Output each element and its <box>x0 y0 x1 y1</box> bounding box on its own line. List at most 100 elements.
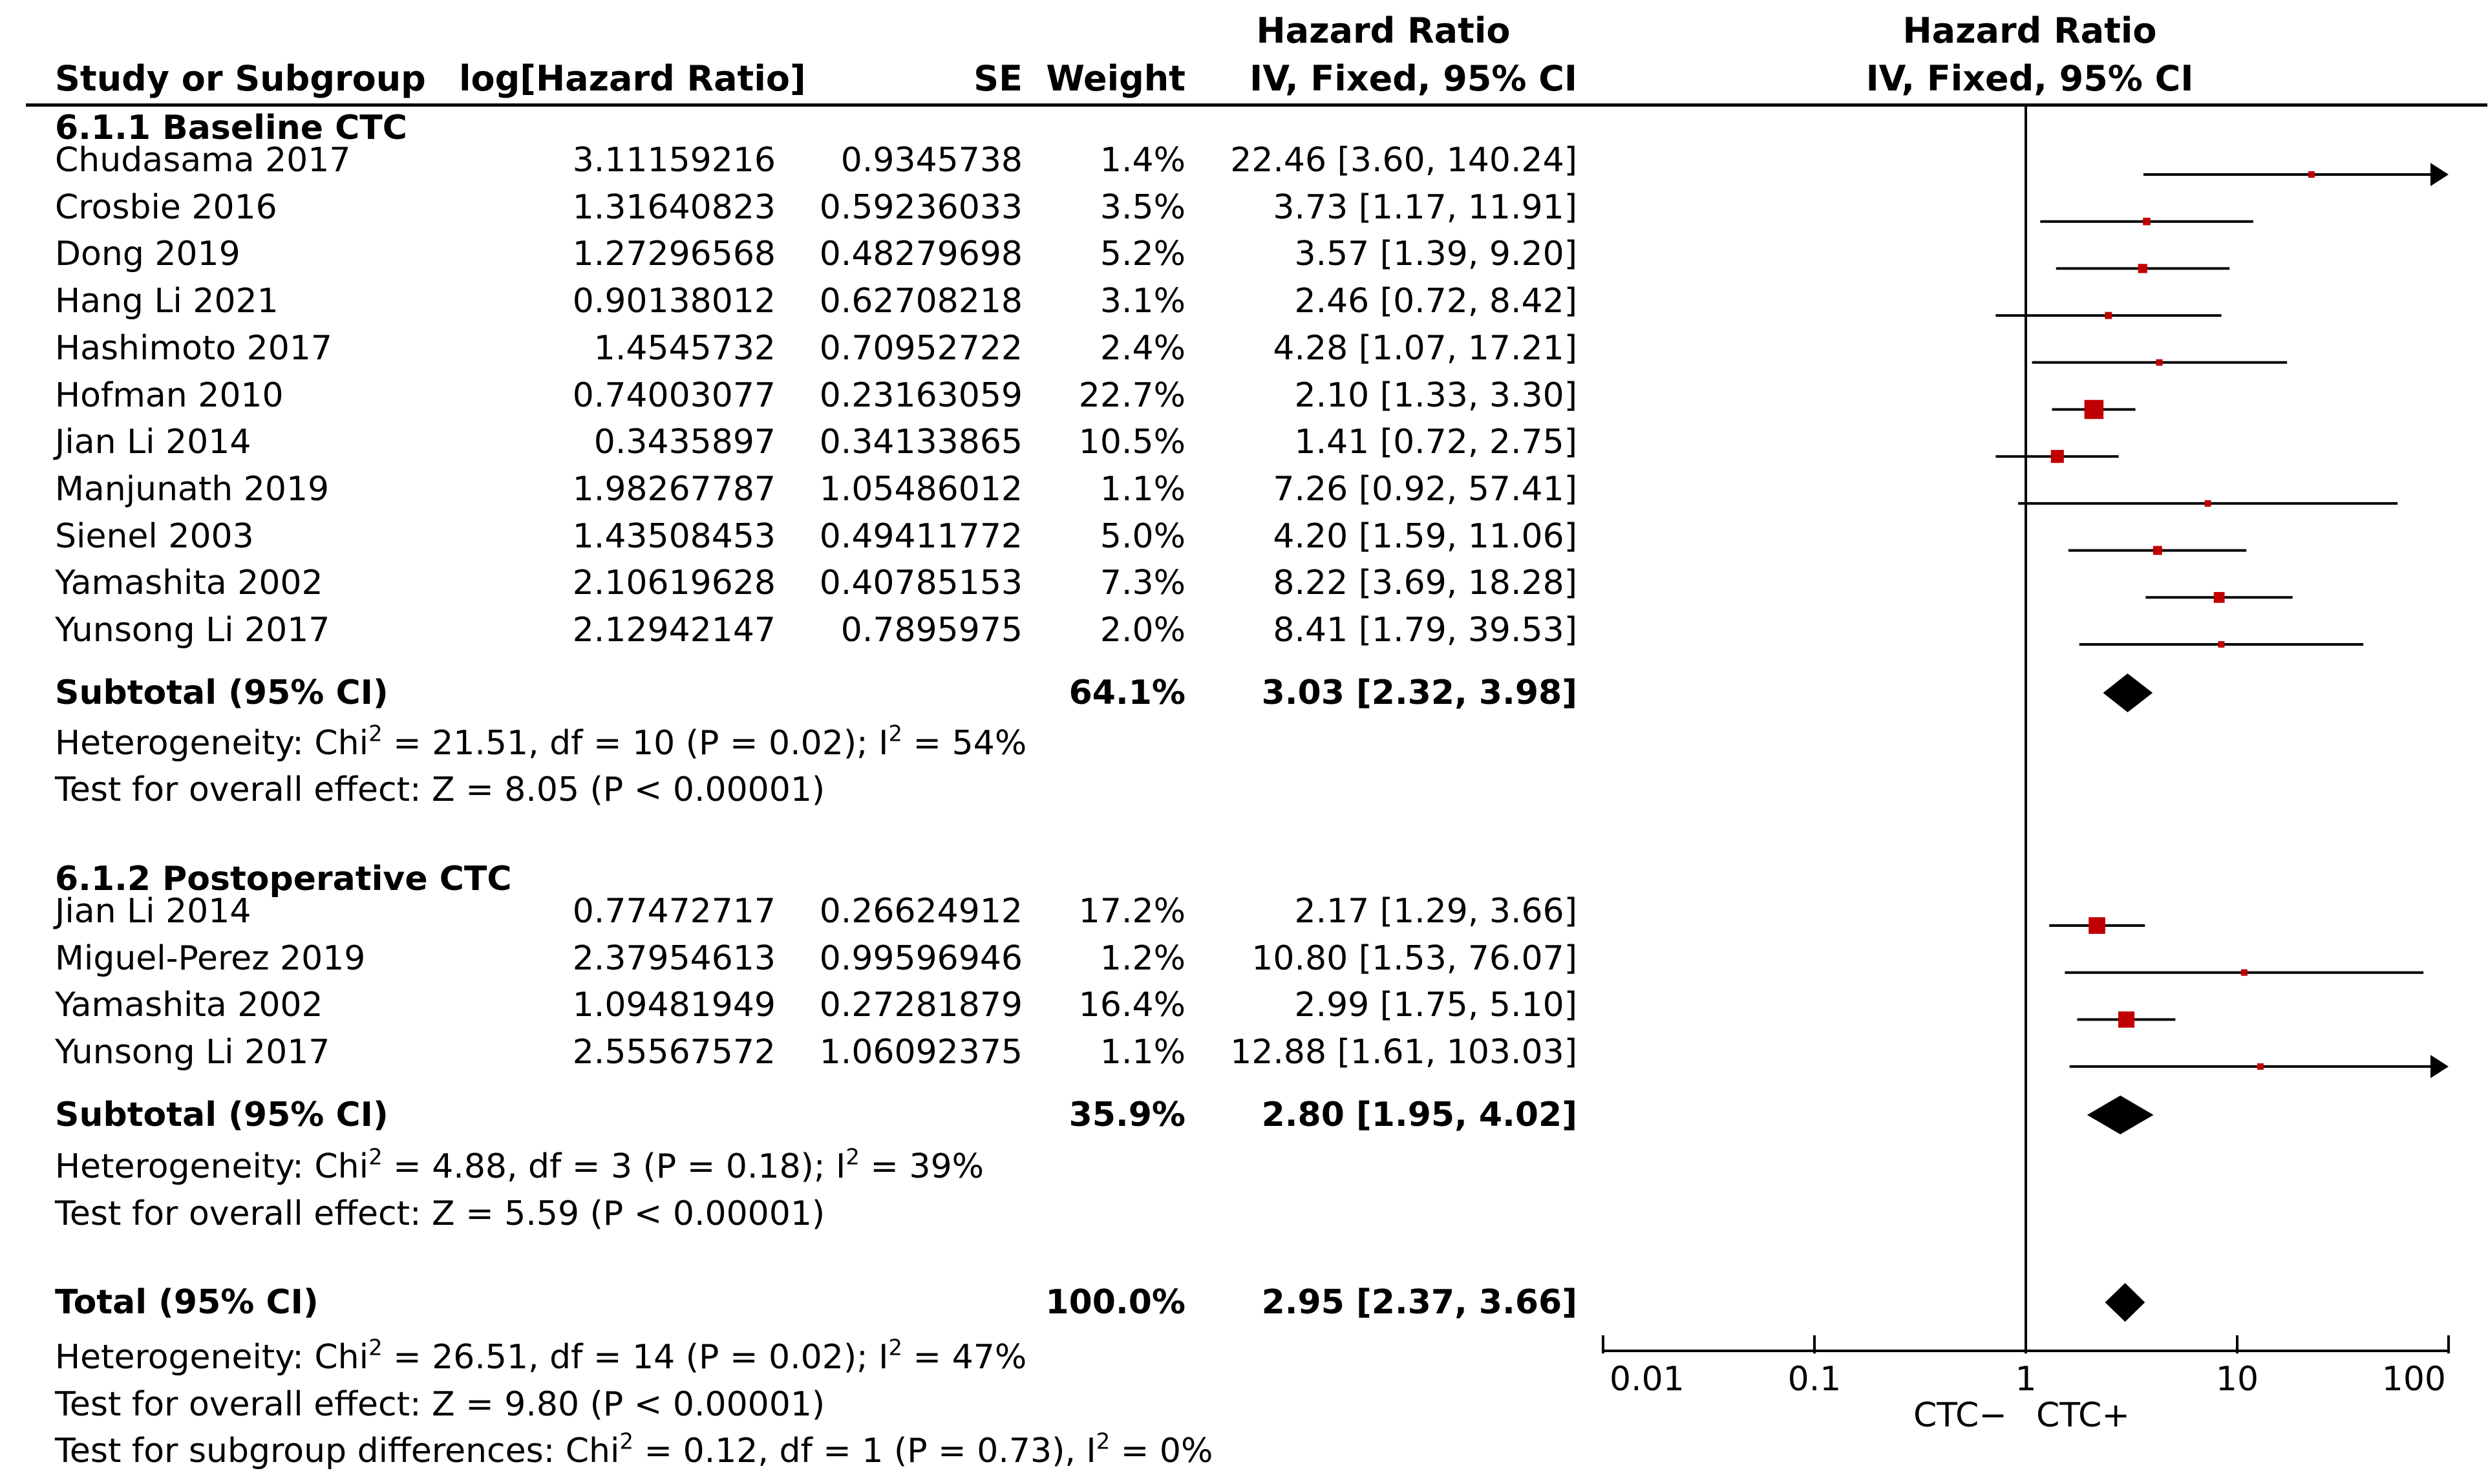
study-marker <box>2138 264 2147 273</box>
study-weight: 1.1% <box>1100 470 1186 509</box>
study-se: 0.26624912 <box>819 892 1023 931</box>
study-se: 0.49411772 <box>819 517 1023 556</box>
study-name: Yamashita 2002 <box>55 564 323 602</box>
study-weight: 5.2% <box>1100 235 1186 273</box>
study-marker <box>2213 591 2225 603</box>
total-ci: 2.95 [2.37, 3.66] <box>1261 1283 1577 1322</box>
heterogeneity-baseline: Heterogeneity: Chi2 = 21.51, df = 10 (P … <box>55 721 1027 763</box>
study-ci: 10.80 [1.53, 76.07] <box>1251 939 1577 978</box>
study-marker <box>2153 546 2162 555</box>
study-loghr: 2.12942147 <box>572 611 776 650</box>
study-loghr: 2.10619628 <box>572 564 776 602</box>
study-se: 0.40785153 <box>819 564 1023 602</box>
study-name: Jian Li 2014 <box>55 423 251 461</box>
study-weight: 5.0% <box>1100 517 1186 556</box>
study-ci: 2.99 [1.75, 5.10] <box>1294 986 1577 1024</box>
heterogeneity-postoperative: Heterogeneity: Chi2 = 4.88, df = 3 (P = … <box>55 1144 984 1186</box>
study-weight: 3.1% <box>1100 282 1186 321</box>
study-marker <box>2218 641 2225 648</box>
overall-effect-postoperative: Test for overall effect: Z = 5.59 (P < 0… <box>55 1194 825 1233</box>
summary-diamond <box>2103 673 2153 712</box>
study-ci: 2.46 [0.72, 8.42] <box>1294 282 1577 321</box>
study-weight: 3.5% <box>1100 188 1186 227</box>
study-name: Sienel 2003 <box>55 517 254 556</box>
study-weight: 1.1% <box>1100 1033 1186 1072</box>
se-header: SE <box>973 58 1023 99</box>
heterogeneity-total: Heterogeneity: Chi2 = 26.51, df = 14 (P … <box>55 1335 1027 1377</box>
study-weight: 1.2% <box>1100 939 1186 978</box>
study-se: 0.59236033 <box>819 188 1023 227</box>
study-ci: 3.73 [1.17, 11.91] <box>1273 188 1577 227</box>
overall-effect-total: Test for overall effect: Z = 9.80 (P < 0… <box>55 1385 825 1424</box>
study-weight: 22.7% <box>1078 376 1186 415</box>
study-loghr: 1.4545732 <box>593 329 776 368</box>
study-loghr: 0.3435897 <box>593 423 776 461</box>
subtotal-weight-baseline: 64.1% <box>1069 673 1186 712</box>
study-se: 1.05486012 <box>819 470 1023 509</box>
study-loghr: 2.37954613 <box>572 939 776 978</box>
study-marker <box>2143 217 2151 226</box>
study-marker <box>2084 399 2104 419</box>
favours-left-label: CTC− <box>1913 1396 2007 1435</box>
study-ci: 7.26 [0.92, 57.41] <box>1273 470 1577 509</box>
summary-diamond <box>2087 1096 2154 1134</box>
study-name: Crosbie 2016 <box>55 188 277 227</box>
ci-arrow-right <box>2430 163 2449 186</box>
plot-x-axis <box>1602 1335 2450 1353</box>
study-se: 0.7895975 <box>840 611 1023 650</box>
subtotal-label-postoperative: Subtotal (95% CI) <box>55 1096 388 1134</box>
overall-effect-baseline: Test for overall effect: Z = 8.05 (P < 0… <box>55 770 825 809</box>
study-marker <box>2308 171 2315 178</box>
study-ci: 1.41 [0.72, 2.75] <box>1294 423 1577 461</box>
study-se: 0.34133865 <box>819 423 1023 461</box>
study-ci: 2.17 [1.29, 3.66] <box>1294 892 1577 931</box>
header-rule <box>26 103 2487 107</box>
study-marker <box>2118 1011 2135 1028</box>
study-ci: 22.46 [3.60, 140.24] <box>1230 141 1577 180</box>
study-name: Chudasama 2017 <box>55 141 351 180</box>
study-loghr: 2.55567572 <box>572 1033 776 1072</box>
study-name: Yamashita 2002 <box>55 986 323 1024</box>
hr-header-line1: Hazard Ratio <box>1256 10 1511 51</box>
study-loghr: 0.77472717 <box>572 892 776 931</box>
study-weight: 1.4% <box>1100 141 1186 180</box>
subtotal-label-baseline: Subtotal (95% CI) <box>55 673 388 712</box>
study-name: Yunsong Li 2017 <box>55 1033 330 1072</box>
study-ci: 8.41 [1.79, 39.53] <box>1273 611 1577 650</box>
subtotal-weight-postoperative: 35.9% <box>1069 1096 1186 1134</box>
study-ci: 12.88 [1.61, 103.03] <box>1230 1033 1577 1072</box>
study-weight: 2.4% <box>1100 329 1186 368</box>
x-tick-label: 0.1 <box>1787 1360 1842 1399</box>
study-marker <box>2156 359 2163 366</box>
study-se: 0.48279698 <box>819 235 1023 273</box>
study-loghr: 3.11159216 <box>572 141 776 180</box>
study-marker <box>2204 500 2211 507</box>
study-ci: 3.57 [1.39, 9.20] <box>1294 235 1577 273</box>
plot-markers <box>2050 171 2315 1322</box>
study-se: 0.62708218 <box>819 282 1023 321</box>
study-ci: 4.20 [1.59, 11.06] <box>1273 517 1577 556</box>
study-marker <box>2257 1063 2264 1070</box>
study-marker <box>2105 312 2112 319</box>
study-marker <box>2050 450 2064 463</box>
study-se: 0.27281879 <box>819 986 1023 1024</box>
study-weight: 10.5% <box>1078 423 1186 461</box>
study-se: 0.9345738 <box>840 141 1023 180</box>
ci-arrow-right <box>2430 1055 2449 1079</box>
study-weight: 16.4% <box>1078 986 1186 1024</box>
study-se: 0.99596946 <box>819 939 1023 978</box>
study-name: Yunsong Li 2017 <box>55 611 330 650</box>
study-name: Miguel-Perez 2019 <box>55 939 366 978</box>
favours-right-label: CTC+ <box>2036 1396 2130 1435</box>
subgroup-differences: Test for subgroup differences: Chi2 = 0.… <box>55 1428 1213 1470</box>
study-name: Hashimoto 2017 <box>55 329 332 368</box>
subtotal-ci-postoperative: 2.80 [1.95, 4.02] <box>1261 1096 1577 1134</box>
study-name: Jian Li 2014 <box>55 892 251 931</box>
study-marker <box>2240 969 2248 976</box>
x-tick-label: 100 <box>2381 1360 2446 1399</box>
study-header: Study or Subgroup <box>55 58 426 99</box>
study-ci: 8.22 [3.69, 18.28] <box>1273 564 1577 602</box>
study-name: Hang Li 2021 <box>55 282 279 321</box>
